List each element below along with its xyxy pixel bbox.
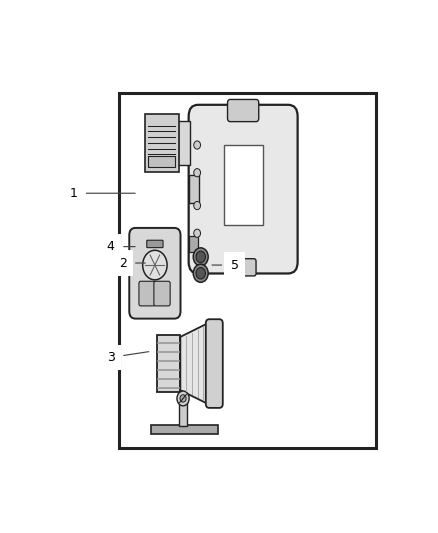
- Circle shape: [194, 229, 201, 237]
- Text: 2: 2: [119, 256, 145, 270]
- FancyBboxPatch shape: [179, 401, 187, 426]
- Circle shape: [193, 248, 208, 266]
- Circle shape: [194, 141, 201, 149]
- FancyBboxPatch shape: [227, 100, 259, 122]
- FancyBboxPatch shape: [206, 319, 223, 408]
- FancyBboxPatch shape: [224, 145, 263, 225]
- FancyBboxPatch shape: [148, 156, 175, 167]
- FancyBboxPatch shape: [230, 259, 256, 276]
- Circle shape: [196, 251, 205, 263]
- Circle shape: [143, 251, 167, 280]
- Circle shape: [177, 391, 189, 406]
- FancyBboxPatch shape: [145, 114, 179, 172]
- FancyBboxPatch shape: [139, 281, 155, 306]
- FancyBboxPatch shape: [147, 240, 163, 248]
- FancyBboxPatch shape: [189, 105, 298, 273]
- Text: 3: 3: [107, 351, 149, 364]
- FancyBboxPatch shape: [152, 425, 218, 434]
- Circle shape: [180, 395, 186, 402]
- FancyBboxPatch shape: [178, 122, 190, 165]
- FancyBboxPatch shape: [154, 281, 170, 306]
- Circle shape: [194, 201, 201, 209]
- Circle shape: [194, 168, 201, 177]
- FancyBboxPatch shape: [119, 93, 375, 448]
- Polygon shape: [156, 335, 180, 392]
- Text: 1: 1: [70, 187, 135, 200]
- Text: 4: 4: [107, 240, 135, 253]
- Circle shape: [193, 264, 208, 282]
- Circle shape: [196, 268, 205, 279]
- Polygon shape: [180, 322, 211, 406]
- FancyBboxPatch shape: [189, 175, 199, 204]
- FancyBboxPatch shape: [189, 236, 198, 252]
- FancyBboxPatch shape: [129, 228, 180, 319]
- Text: 5: 5: [212, 259, 239, 271]
